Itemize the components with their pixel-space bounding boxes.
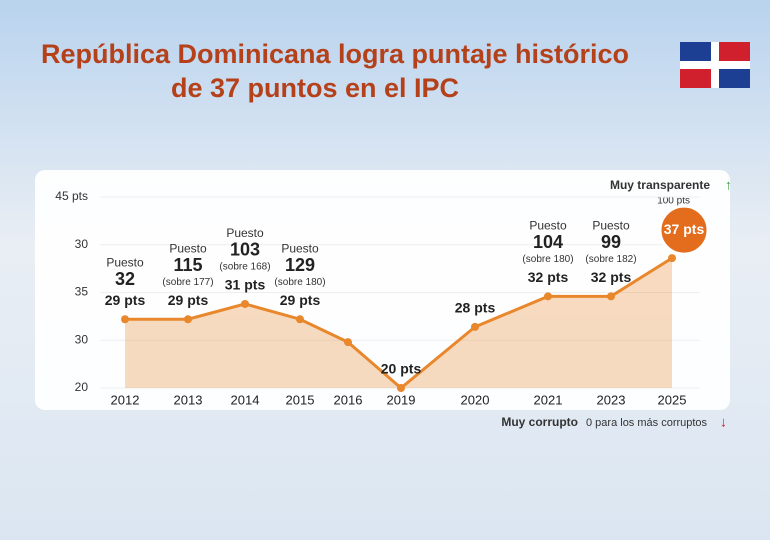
bottom-note: Muy corrupto: [501, 415, 578, 429]
x-tick-label: 2020: [461, 392, 490, 407]
rank-label: Puesto: [281, 241, 319, 255]
rank-value: 115: [173, 255, 202, 275]
top-note-sub: 100 pts: [657, 196, 690, 207]
rank-of: (sobre 180): [522, 254, 573, 265]
x-tick-label: 2021: [534, 392, 563, 407]
y-axis-label: 35: [75, 285, 89, 299]
flag: [680, 42, 750, 88]
x-tick-label: 2025: [658, 392, 687, 407]
rank-of: (sobre 180): [274, 277, 325, 288]
value-label: 32 pts: [528, 269, 569, 285]
rank-value: 104: [533, 232, 563, 252]
rank-of: (sobre 168): [219, 262, 270, 273]
highlight-badge: [658, 204, 710, 256]
value-label: 31 pts: [225, 277, 266, 293]
rank-label: Puesto: [226, 226, 264, 240]
chart-panel: [35, 170, 730, 410]
point: [397, 384, 405, 392]
point: [544, 292, 552, 301]
area: [125, 258, 672, 388]
rank-of: (sobre 177): [162, 277, 213, 288]
point: [344, 338, 352, 347]
point: [607, 292, 615, 301]
value-label: 37 pts: [664, 221, 705, 237]
rank-value: 129: [285, 255, 315, 275]
arrow-up: ↑: [725, 177, 732, 193]
rank-value: 103: [230, 240, 260, 260]
value-label: 29 pts: [105, 292, 146, 308]
x-tick-label: 2016: [334, 392, 363, 407]
value-label: 20 pts: [381, 361, 422, 377]
point: [471, 322, 479, 331]
top-note: Muy transparente: [610, 178, 710, 192]
point: [184, 315, 192, 324]
arrow-down: ↓: [720, 414, 727, 430]
x-tick-label: 2013: [174, 392, 203, 407]
y-axis-label: 30: [75, 237, 89, 251]
line: [125, 256, 673, 390]
rank-label: Puesto: [529, 218, 567, 232]
point: [241, 299, 249, 308]
value-label: 32 pts: [591, 269, 632, 285]
x-tick-label: 2012: [111, 392, 140, 407]
y-axis-label: 20: [75, 380, 89, 394]
point: [668, 254, 676, 263]
point: [121, 315, 129, 324]
rank-label: Puesto: [592, 218, 630, 232]
y-axis-label: 30: [75, 332, 89, 346]
x-tick-label: 2015: [286, 392, 315, 407]
rank-value: 99: [601, 232, 621, 252]
point: [296, 315, 304, 324]
value-label: 29 pts: [280, 292, 321, 308]
x-tick-label: 2023: [597, 392, 626, 407]
title: de 37 puntos en el IPC: [171, 73, 459, 103]
rank-label: Puesto: [106, 255, 144, 269]
value-label: 29 pts: [168, 292, 209, 308]
bottom-note-sub: 0 para los más corruptos: [586, 417, 708, 429]
x-tick-label: 2019: [387, 392, 416, 407]
rank-of: (sobre 182): [585, 254, 636, 265]
title: República Dominicana logra puntaje histó…: [41, 39, 629, 69]
rank-value: 32: [115, 269, 135, 289]
y-axis-label: 45 pts: [55, 189, 88, 203]
rank-label: Puesto: [169, 241, 207, 255]
x-tick-label: 2014: [231, 392, 260, 407]
value-label: 28 pts: [455, 300, 496, 316]
